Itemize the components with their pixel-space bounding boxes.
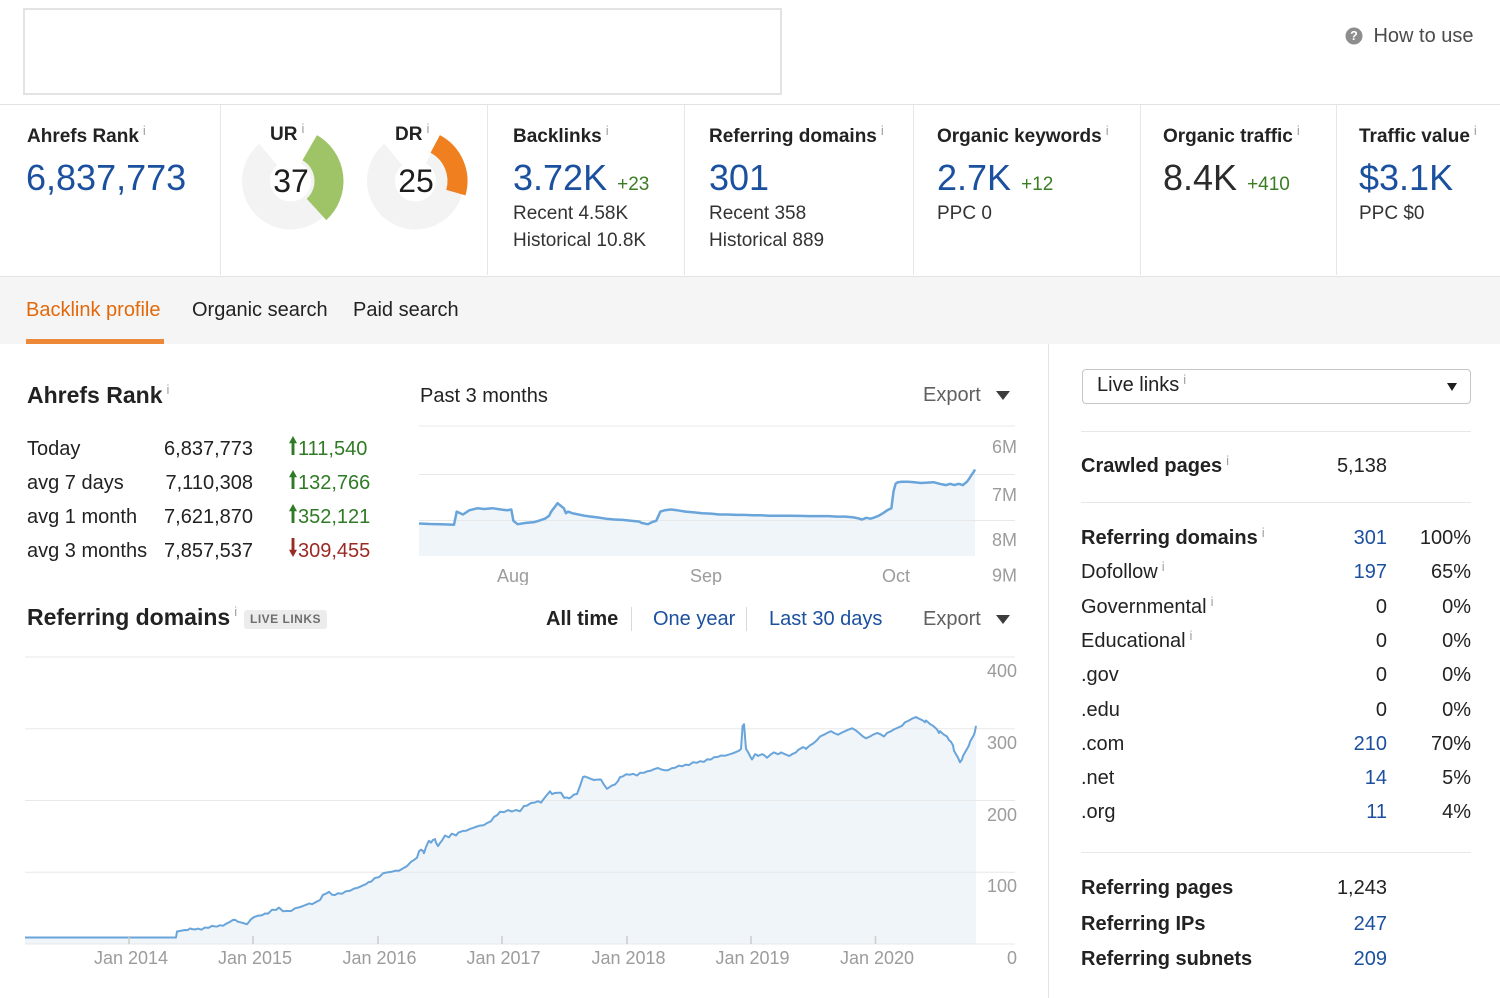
svg-text:0: 0 (1007, 948, 1017, 968)
svg-text:6M: 6M (992, 437, 1017, 457)
svg-text:100: 100 (987, 876, 1017, 896)
svg-text:9M: 9M (992, 566, 1017, 586)
svg-text:400: 400 (987, 661, 1017, 681)
svg-text:8M: 8M (992, 530, 1017, 550)
svg-text:Jan 2017: Jan 2017 (466, 948, 540, 968)
svg-text:Oct: Oct (882, 566, 910, 585)
svg-text:Jan 2016: Jan 2016 (342, 948, 416, 968)
svg-text:Jan 2014: Jan 2014 (94, 948, 168, 968)
svg-text:Jan 2020: Jan 2020 (840, 948, 914, 968)
svg-text:25: 25 (398, 163, 434, 199)
svg-text:Aug: Aug (497, 566, 529, 585)
svg-text:?: ? (1350, 29, 1358, 43)
svg-text:Jan 2015: Jan 2015 (218, 948, 292, 968)
svg-text:37: 37 (273, 163, 309, 199)
svg-text:300: 300 (987, 733, 1017, 753)
svg-text:Jan 2018: Jan 2018 (591, 948, 665, 968)
svg-text:Jan 2019: Jan 2019 (715, 948, 789, 968)
svg-text:200: 200 (987, 805, 1017, 825)
svg-text:7M: 7M (992, 485, 1017, 505)
svg-text:Sep: Sep (690, 566, 722, 585)
